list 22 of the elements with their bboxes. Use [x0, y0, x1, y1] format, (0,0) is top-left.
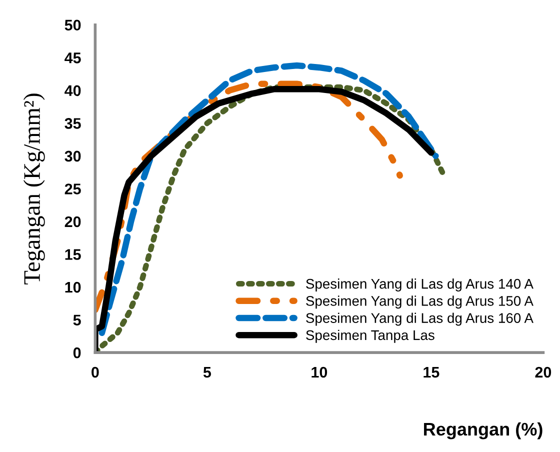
legend-label: Spesimen Yang di Las dg Arus 140 A — [306, 278, 534, 292]
legend-label: Spesimen Tanpa Las — [306, 330, 434, 343]
x-tick-label: 10 — [312, 366, 328, 378]
x-tick-label: 15 — [424, 367, 440, 378]
x-tick-label: 0 — [92, 366, 99, 378]
x-axis-title: Regangan (%) — [424, 422, 542, 440]
legend-label: Spesimen Yang di Las dg Arus 150 A — [306, 296, 534, 309]
y-tick-label: 20 — [64, 216, 81, 228]
y-tick-label: 25 — [64, 184, 81, 194]
y-tick-label: 0 — [73, 347, 81, 358]
legend-label: Spesimen Yang di Las dg Arus 160 A — [306, 312, 534, 326]
x-tick-label: 20 — [535, 366, 552, 378]
y-tick-label: 35 — [64, 118, 81, 129]
y-tick-label: 10 — [65, 282, 81, 293]
y-tick-label: 15 — [65, 249, 81, 260]
y-tick-label: 50 — [64, 20, 81, 31]
y-tick-label: 5 — [73, 314, 81, 326]
y-tick-label: 45 — [64, 52, 81, 64]
y-axis-title: Tegangan (Kg/mm²) — [23, 94, 45, 284]
y-tick-label: 40 — [64, 85, 81, 96]
y-tick-label: 30 — [64, 150, 81, 162]
x-tick-label: 5 — [203, 367, 212, 378]
